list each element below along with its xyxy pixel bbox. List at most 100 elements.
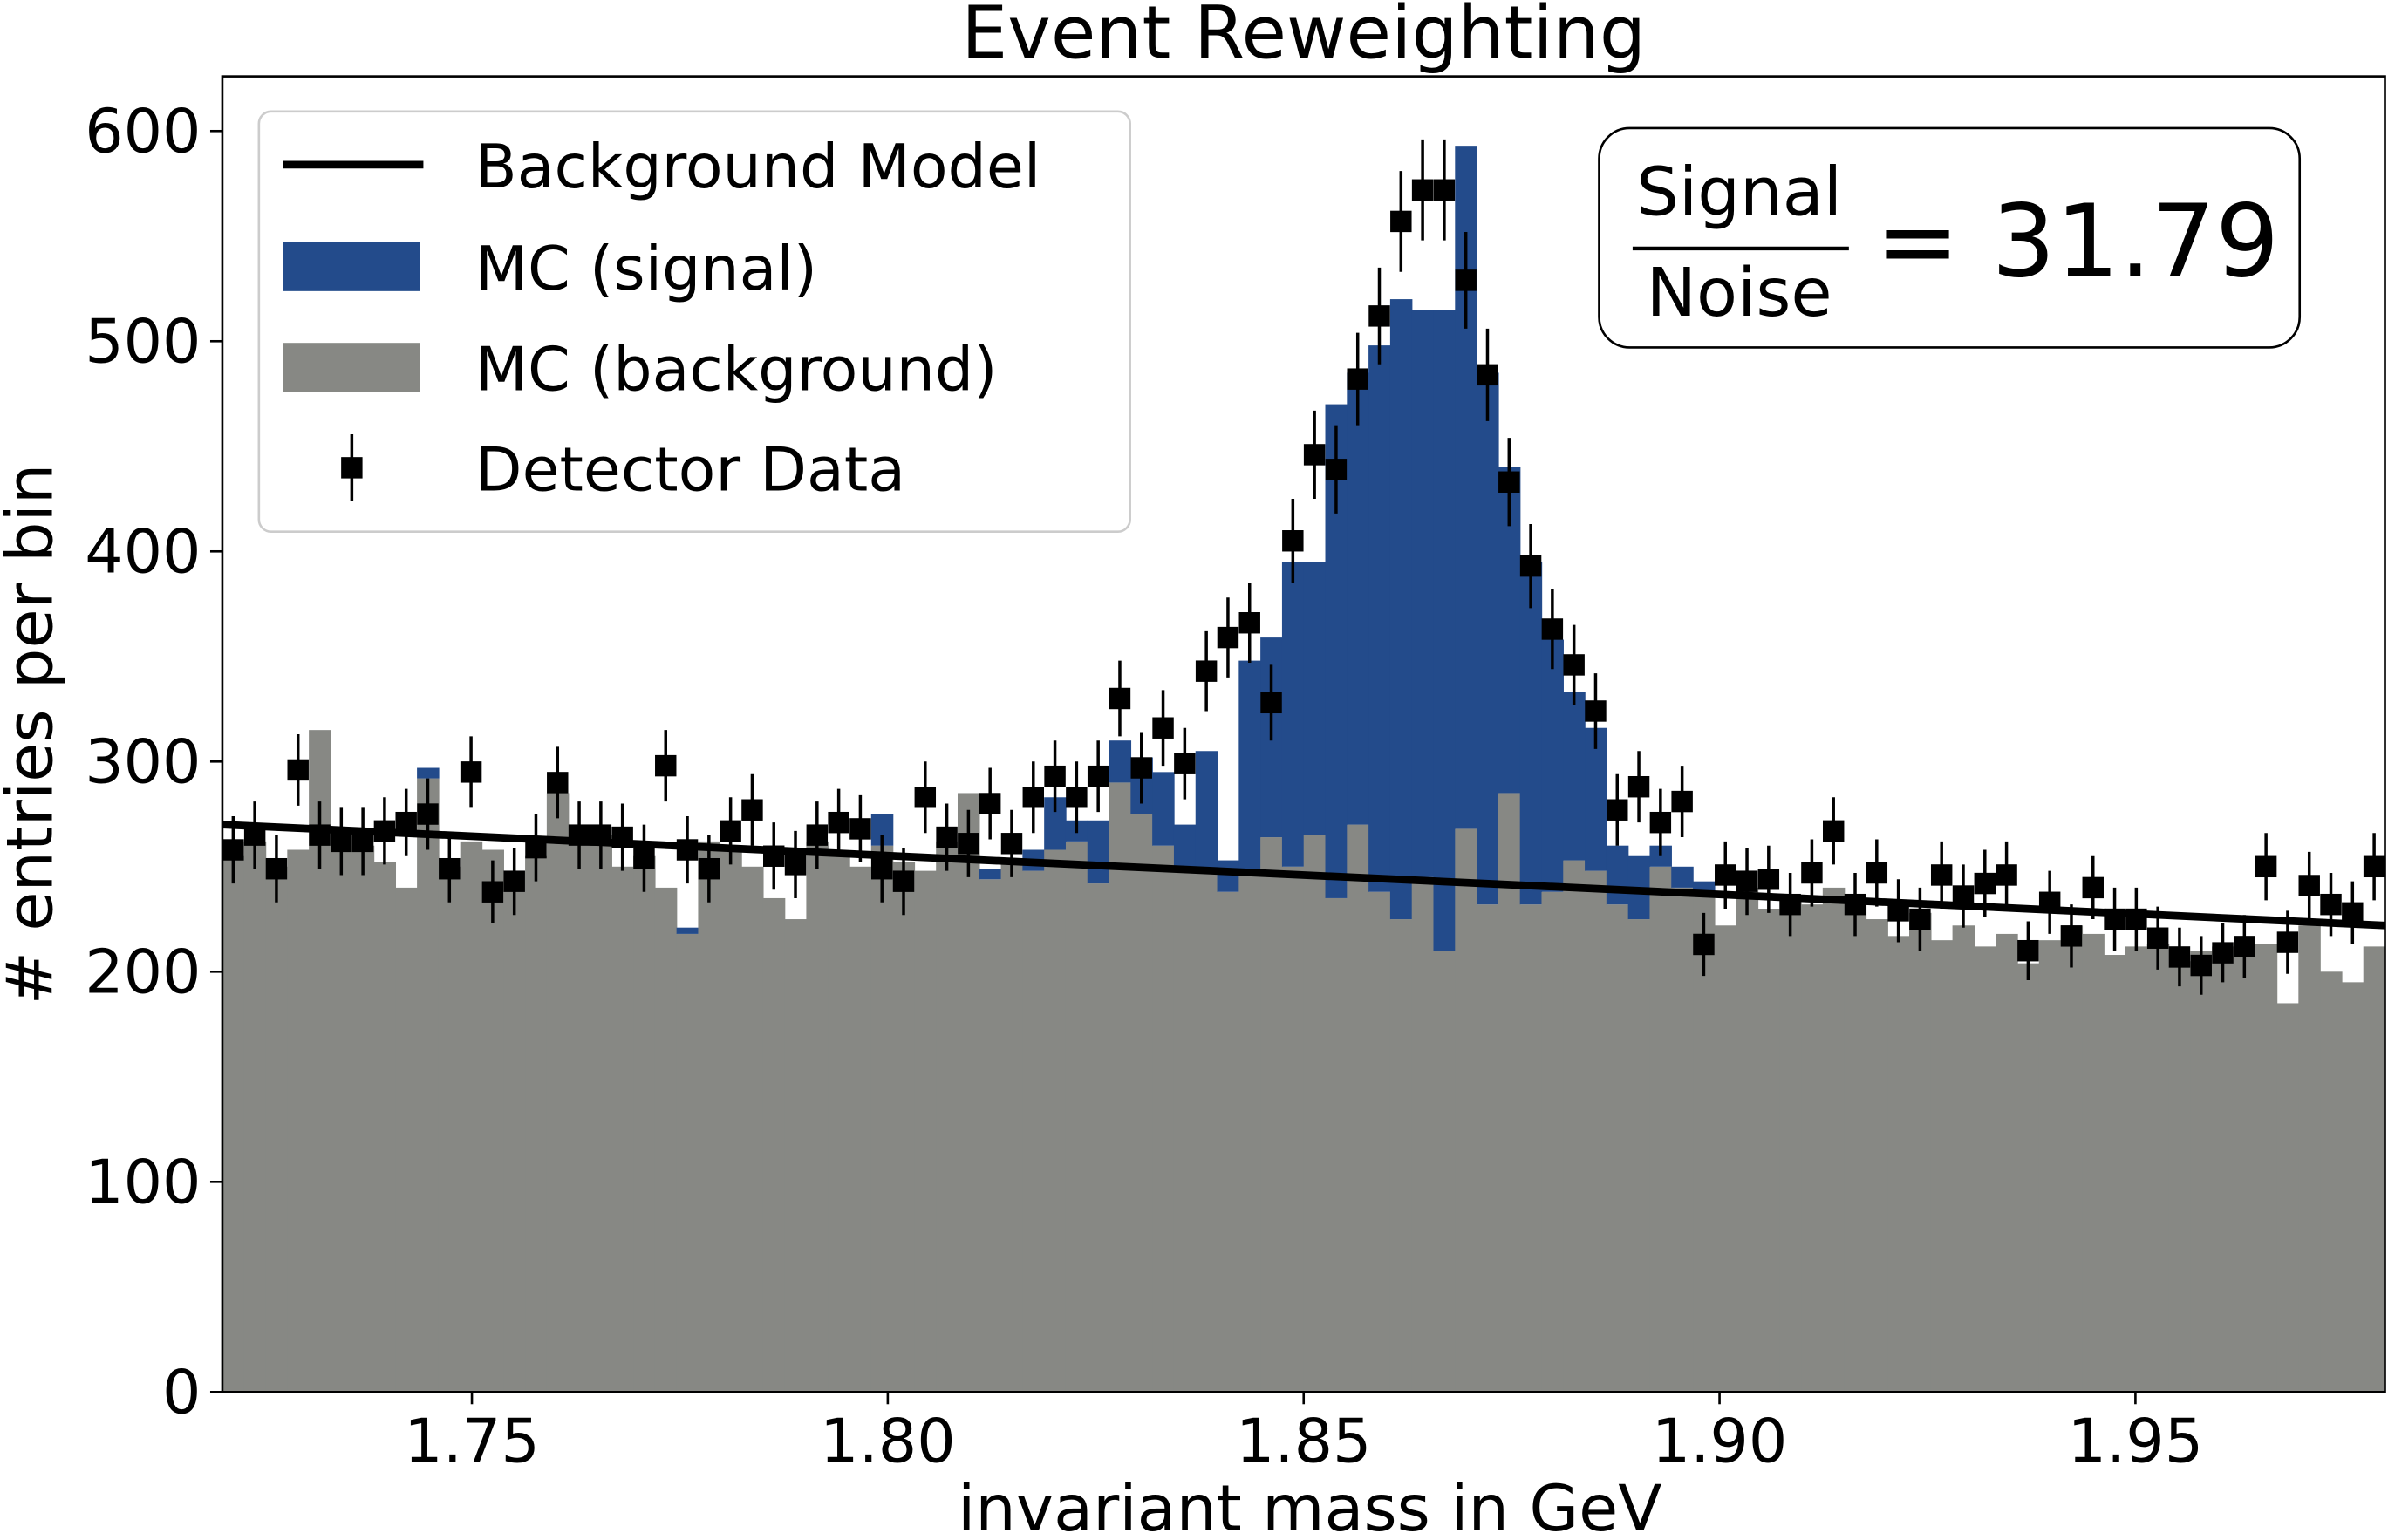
background-bar (1455, 828, 1477, 1393)
background-bar (351, 845, 375, 1393)
data-marker (2190, 954, 2212, 977)
data-marker (1368, 305, 1390, 327)
data-point (1174, 727, 1196, 800)
background-bar (373, 862, 397, 1393)
data-point (2017, 921, 2039, 980)
y-tick-label: 600 (85, 97, 201, 167)
data-marker (2234, 936, 2255, 957)
background-bar (1887, 936, 1910, 1393)
data-marker (1022, 787, 1045, 808)
data-point (1757, 845, 1780, 913)
background-bar (1519, 904, 1543, 1393)
signal-bar (1152, 772, 1175, 846)
data-marker (979, 793, 1001, 814)
data-marker (1693, 933, 1715, 956)
data-point (870, 835, 893, 903)
data-marker (2146, 927, 2169, 949)
background-bar (460, 841, 483, 1393)
background-bar (1260, 837, 1283, 1393)
data-point (2212, 923, 2234, 983)
data-marker (395, 811, 417, 834)
background-bar (2038, 940, 2062, 1393)
background-bar (222, 855, 245, 1393)
data-marker (741, 799, 763, 821)
data-point (1541, 589, 1564, 670)
x-tick-label: 1.75 (404, 1407, 539, 1477)
background-bar (330, 835, 353, 1393)
legend-marker (341, 457, 363, 479)
data-marker (1433, 179, 1456, 201)
data-marker (2320, 893, 2342, 916)
data-marker (1303, 444, 1326, 466)
data-marker (1974, 872, 1996, 895)
background-bar (2276, 1003, 2300, 1393)
data-point (1822, 797, 1845, 865)
y-tick-label: 0 (162, 1358, 201, 1428)
data-marker (1282, 530, 1304, 552)
background-bar (1757, 908, 1780, 1393)
data-point (1347, 332, 1368, 426)
data-marker (1000, 833, 1023, 855)
y-tick-label: 500 (85, 307, 201, 378)
data-marker (892, 870, 915, 892)
signal-bar (1606, 845, 1629, 905)
data-point (1455, 231, 1477, 329)
data-point (1715, 841, 1736, 909)
background-bar (2082, 933, 2105, 1393)
data-marker (1477, 364, 1498, 386)
data-marker (633, 847, 655, 869)
data-marker (1087, 765, 1109, 787)
chart-title: Event Reweighting (961, 0, 1646, 76)
data-point (1909, 887, 1931, 951)
background-bar (2212, 946, 2234, 1393)
signal-bar (1281, 562, 1305, 867)
data-marker (1541, 618, 1564, 640)
annotation-value: = 31.79 (1875, 183, 2279, 300)
background-bar (1347, 824, 1369, 1393)
signal-bar (1303, 562, 1327, 835)
x-tick-label: 1.85 (1236, 1407, 1371, 1477)
data-marker (1519, 555, 1542, 577)
data-marker (1887, 900, 1909, 922)
background-bar (1627, 919, 1651, 1393)
data-marker (1044, 765, 1066, 787)
background-bar (1585, 870, 1607, 1393)
signal-bar (1173, 824, 1197, 867)
data-point (1022, 761, 1045, 834)
background-bar (633, 855, 656, 1393)
data-point (914, 761, 937, 834)
data-marker (1347, 368, 1368, 390)
signal-bar (1109, 740, 1132, 783)
background-bar (1974, 946, 1996, 1393)
data-marker (1844, 893, 1866, 916)
data-point (1607, 773, 1628, 846)
data-point (892, 848, 915, 916)
data-point (958, 809, 979, 877)
y-axis-label: # entries per bin (0, 464, 67, 1005)
data-point (547, 746, 569, 819)
background-bar (590, 835, 612, 1393)
data-marker (373, 820, 396, 842)
background-bar (417, 778, 440, 1393)
data-point (720, 797, 741, 865)
data-point (460, 736, 482, 808)
background-bar (1303, 835, 1327, 1393)
background-bar (2146, 944, 2170, 1393)
background-bar (849, 866, 872, 1393)
background-bar (1109, 782, 1132, 1393)
background-bar (2060, 925, 2084, 1393)
data-marker (1736, 870, 1758, 892)
data-point (1303, 410, 1326, 500)
data-point (1368, 267, 1390, 365)
data-point (525, 814, 547, 882)
background-bar (762, 897, 786, 1393)
signal-bar (1217, 860, 1240, 892)
data-point (763, 822, 785, 890)
data-marker (1822, 820, 1845, 842)
signal-bar (676, 927, 699, 934)
data-marker (1627, 775, 1650, 798)
y-tick-label: 100 (85, 1148, 201, 1218)
data-marker (1066, 787, 1088, 808)
background-bar (1779, 897, 1802, 1393)
background-bar (1909, 912, 1932, 1393)
